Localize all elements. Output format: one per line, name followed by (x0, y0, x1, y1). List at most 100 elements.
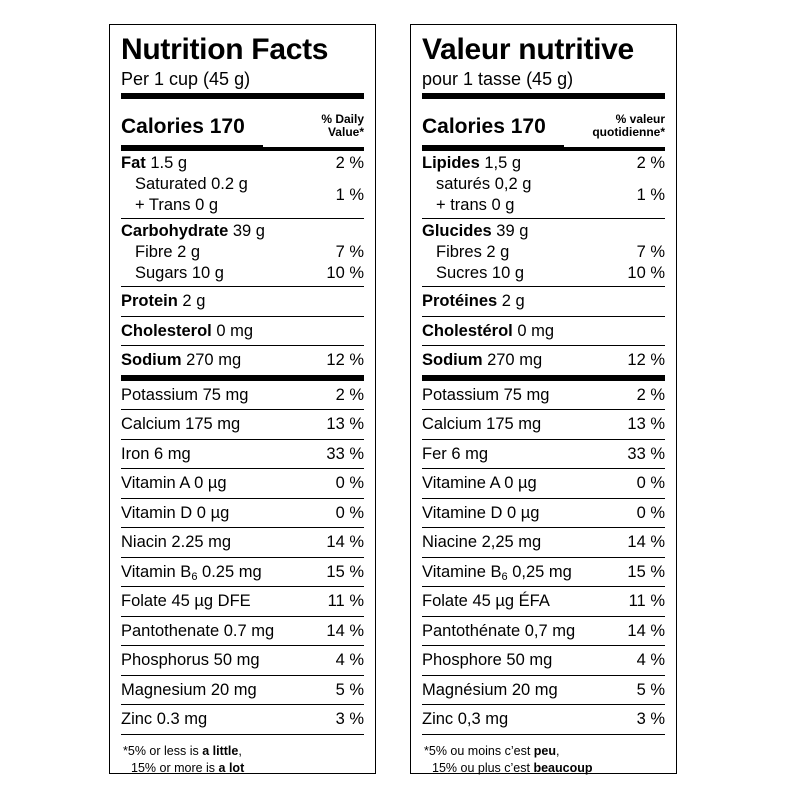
saturated-trans-row: saturés 0,2 g + trans 0 g 1 % (422, 174, 665, 216)
fat-group: Fat 1.5 g 2 % Saturated 0.2 g + Trans 0 … (121, 147, 364, 218)
sodium-amount: 270 mg (482, 351, 543, 370)
micronutrient-row: Vitamine A 0 µg 0 % (422, 468, 665, 498)
micronutrient-row: Vitamine D 0 µg 0 % (422, 497, 665, 528)
micronutrient-pct: 11 % (327, 592, 364, 611)
micronutrient-pct: 14 % (627, 533, 665, 552)
serving-size: pour 1 tasse (45 g) (422, 69, 574, 89)
sodium-name: Sodium (121, 351, 182, 370)
micronutrient-pct: 4 % (335, 651, 364, 670)
micronutrient-pct: 14 % (326, 621, 364, 640)
micronutrient-label: Calcium 175 mg (422, 415, 542, 434)
carbohydrate-group: Carbohydrate 39 g Fibre 2 g 7 % Sugars 1… (121, 218, 364, 286)
footnote-line1-bold: peu (533, 743, 557, 758)
daily-value-header: % valeur quotidienne* (592, 113, 665, 139)
saturated-trans-pct: 1 % (636, 185, 665, 204)
fat-label: Lipides 1,5 g (422, 153, 521, 174)
micronutrient-pct: 3 % (636, 710, 665, 729)
fat-row: Fat 1.5 g 2 % (121, 153, 364, 174)
fat-group: Lipides 1,5 g 2 % saturés 0,2 g + trans … (422, 147, 665, 218)
micronutrient-row: Magnésium 20 mg 5 % (422, 674, 665, 705)
micronutrient-pct: 2 % (335, 385, 364, 404)
protein-label: Protein 2 g (121, 291, 205, 311)
sodium-row: Sodium 270 mg 12 % (121, 345, 364, 375)
sodium-label: Sodium 270 mg (422, 350, 542, 370)
fat-amount: 1.5 g (145, 154, 188, 172)
nutrition-facts-panel-english: Nutrition Facts Per 1 cup (45 g) Calorie… (109, 24, 376, 777)
micronutrient-label: Vitamin D 0 µg (121, 503, 230, 522)
footnote-line2: 15% ou plus c’est beaucoup (424, 760, 665, 777)
carbohydrate-name: Carbohydrate (121, 222, 229, 240)
vitamin-b6-prefix: Vitamine B (422, 562, 502, 581)
protein-name: Protein (121, 292, 178, 311)
sugars-row: Sucres 10 g 10 % (422, 263, 665, 284)
micronutrient-pct: 15 % (627, 562, 665, 581)
micronutrient-pct: 0 % (636, 503, 665, 522)
panel-title: Nutrition Facts (121, 33, 329, 66)
fat-pct: 2 % (335, 154, 364, 172)
micronutrient-row: Niacin 2.25 mg 14 % (121, 527, 364, 557)
sugars-label: Sugars 10 g (135, 264, 224, 282)
fat-pct: 2 % (636, 154, 665, 172)
micronutrient-pct: 33 % (326, 444, 364, 463)
micronutrient-label: Folate 45 µg DFE (121, 592, 251, 611)
cholesterol-name: Cholesterol (121, 321, 212, 340)
sodium-pct: 12 % (627, 351, 665, 370)
micronutrient-pct: 5 % (335, 680, 364, 699)
micronutrient-row: Magnesium 20 mg 5 % (121, 674, 364, 705)
calories-underline (121, 145, 263, 148)
trans-label: + trans 0 g (436, 196, 515, 214)
micronutrient-row: Calcium 175 mg 13 % (121, 409, 364, 439)
micronutrient-row: Zinc 0.3 mg 3 % (121, 704, 364, 734)
fat-label: Fat 1.5 g (121, 153, 187, 174)
micronutrient-pct: 0 % (636, 474, 665, 493)
carbohydrate-name: Glucides (422, 222, 492, 240)
footnote-line1-text: *5% or less is (123, 743, 203, 758)
fibre-label: Fibre 2 g (135, 243, 201, 261)
calories-label: Calories 170 (121, 115, 263, 148)
sodium-label: Sodium 270 mg (121, 350, 241, 370)
daily-value-header-line2: quotidienne* (592, 125, 665, 139)
serving-size: Per 1 cup (45 g) (121, 69, 251, 89)
footnote-line2-bold: a lot (218, 760, 245, 775)
carbohydrate-row: Carbohydrate 39 g (121, 221, 364, 242)
carbohydrate-group: Glucides 39 g Fibres 2 g 7 % Sucres 10 g… (422, 218, 665, 286)
vitamin-b6-subscript: 6 (501, 570, 508, 583)
protein-row: Protein 2 g (121, 286, 364, 316)
daily-value-header-line2: Value* (327, 125, 364, 139)
saturated-trans-row: Saturated 0.2 g + Trans 0 g 1 % (121, 174, 364, 216)
trans-label: + Trans 0 g (135, 196, 219, 214)
micronutrient-row: Vitamin B6 0.25 mg 15 % (121, 556, 364, 587)
sodium-pct: 12 % (326, 351, 364, 370)
protein-amount: 2 g (177, 292, 206, 311)
daily-value-header-line1: % Daily (321, 112, 364, 126)
protein-amount: 2 g (497, 292, 525, 311)
footnote-line1: *5% ou moins c’est peu, (424, 743, 665, 760)
micronutrient-row: Folate 45 µg DFE 11 % (121, 586, 364, 616)
footnote-line1-end: , (238, 743, 242, 758)
micronutrient-pct: 15 % (326, 562, 364, 581)
panel-title: Valeur nutritive (422, 33, 634, 66)
micronutrient-row: Pantothénate 0,7 mg 14 % (422, 615, 665, 646)
sugars-label: Sucres 10 g (436, 264, 525, 282)
footnote-line2-bold: beaucoup (533, 760, 593, 775)
vitamin-b6-amount: 0.25 mg (197, 562, 262, 581)
micronutrient-label: Vitamine A 0 µg (422, 474, 537, 493)
micronutrient-label: Phosphore 50 mg (422, 651, 553, 670)
micronutrient-row: Phosphore 50 mg 4 % (422, 645, 665, 675)
micronutrient-label: Pantothénate 0,7 mg (422, 621, 576, 640)
micronutrient-label: Iron 6 mg (121, 444, 191, 463)
cholesterol-row: Cholesterol 0 mg (121, 315, 364, 346)
footnote: *5% or less is a little, 15% or more is … (121, 733, 364, 777)
micronutrient-row: Folate 45 µg ÉFA 11 % (422, 586, 665, 616)
micronutrient-row: Iron 6 mg 33 % (121, 438, 364, 469)
saturated-label: Saturated 0.2 g (135, 175, 248, 193)
micronutrient-row: Vitamin D 0 µg 0 % (121, 497, 364, 528)
micronutrient-label: Potassium 75 mg (121, 385, 249, 404)
micronutrient-pct: 4 % (636, 651, 665, 670)
micronutrient-list: Potassium 75 mg 2 % Calcium 175 mg 13 % Ir… (121, 374, 364, 734)
micronutrient-label: Fer 6 mg (422, 444, 489, 463)
daily-value-header: % Daily Value* (321, 113, 364, 139)
fat-row: Lipides 1,5 g 2 % (422, 153, 665, 174)
saturated-trans-pct: 1 % (335, 185, 364, 204)
sodium-name: Sodium (422, 351, 483, 370)
